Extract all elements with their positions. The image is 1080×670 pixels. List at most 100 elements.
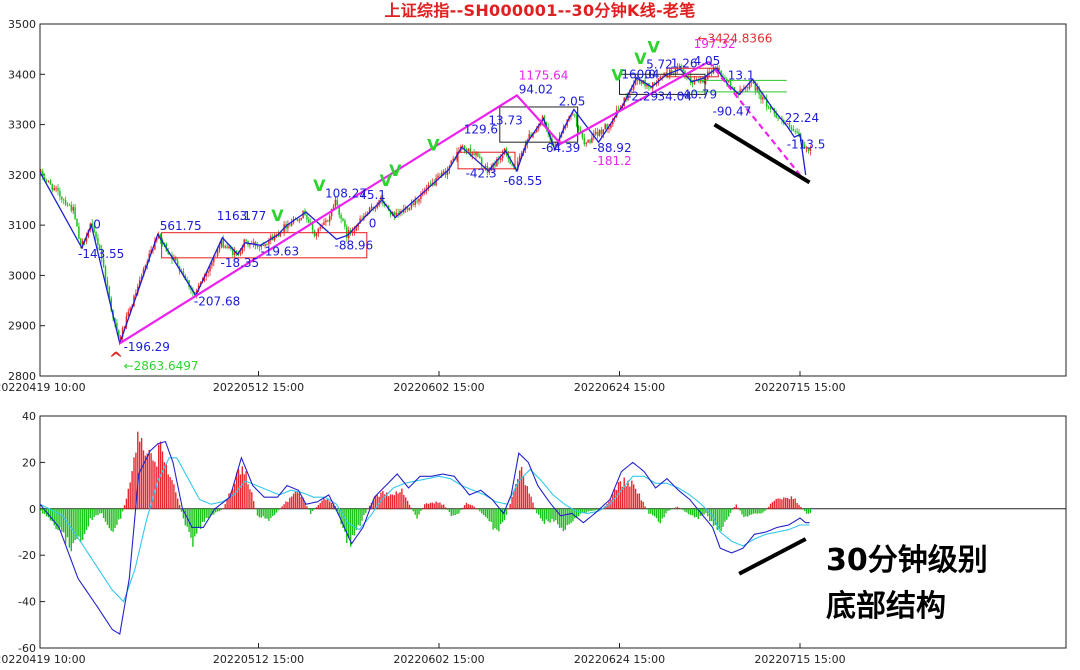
macd-bar — [139, 441, 141, 509]
candle-body — [433, 183, 435, 186]
price-xtick-label: 20220419 10:00 — [0, 381, 86, 394]
candle-body — [691, 82, 694, 84]
macd-bar — [807, 508, 810, 514]
price-ytick-label: 3200 — [8, 169, 36, 182]
macd-bar — [741, 508, 743, 515]
candle-body — [262, 244, 264, 246]
macd-bar — [406, 500, 409, 509]
macd-bar — [414, 508, 416, 515]
candle-body — [473, 153, 475, 156]
candle-body — [520, 153, 523, 157]
stroke-value-label: 13.1 — [728, 68, 755, 82]
candle-body — [501, 154, 504, 159]
candle-body — [750, 82, 753, 84]
macd-bar — [222, 508, 224, 510]
candle-body — [119, 336, 122, 340]
stroke-value-label: -196.29 — [124, 340, 170, 354]
candle-body — [446, 169, 449, 175]
candle-body — [441, 172, 443, 176]
macd-bar — [724, 508, 726, 522]
macd-bar — [558, 508, 561, 528]
candle-body — [805, 148, 808, 149]
candle-body — [760, 94, 762, 100]
macd-bar — [583, 508, 585, 514]
stroke-value-label: 13.73 — [488, 114, 522, 128]
macd-bar — [83, 508, 86, 534]
macd-bar — [399, 492, 401, 509]
stroke-value-label: -68.55 — [504, 174, 543, 188]
candle-body — [596, 131, 599, 136]
macd-bar — [536, 508, 538, 514]
candle-body — [203, 276, 206, 282]
macd-bar — [665, 508, 667, 514]
candle-body — [420, 194, 422, 199]
macd-bar — [634, 488, 637, 509]
macd-bar — [779, 498, 781, 509]
macd-bar — [264, 508, 266, 519]
macd-bar — [142, 450, 145, 509]
candle-body — [323, 222, 325, 226]
candle-body — [108, 286, 111, 299]
macd-xtick-label: 20220512 15:00 — [213, 653, 304, 666]
note-line-1: 30分钟级别 — [826, 543, 988, 578]
macd-bar — [754, 508, 756, 514]
price-ytick-label: 3300 — [8, 119, 36, 132]
candle-body — [287, 224, 289, 229]
candle-body — [752, 81, 755, 83]
macd-bar — [241, 466, 243, 509]
price-ytick-label: 3400 — [8, 68, 36, 81]
candle-body — [429, 184, 432, 186]
candle-body — [555, 144, 557, 147]
macd-ytick-label: -20 — [18, 549, 36, 562]
macd-bar — [450, 508, 452, 517]
macd-bar — [177, 498, 179, 509]
candle-body — [537, 125, 540, 129]
macd-bar — [701, 508, 703, 517]
stroke-value-label: 3.77 — [240, 209, 267, 223]
macd-bar — [448, 508, 451, 513]
macd-bar — [254, 508, 257, 509]
bi-stroke-line — [39, 67, 807, 346]
candle-body — [765, 98, 768, 107]
macd-bar — [182, 508, 185, 519]
macd-bar — [581, 508, 584, 513]
candle-body — [699, 80, 701, 82]
candle-body — [245, 239, 247, 242]
macd-bar — [55, 508, 57, 529]
macd-bar — [106, 508, 109, 525]
macd-bar — [648, 508, 650, 514]
macd-bar — [258, 508, 261, 518]
macd-bar — [247, 484, 249, 509]
candle-body — [68, 204, 71, 206]
macd-bar — [805, 508, 808, 514]
candle-body — [496, 158, 498, 167]
candle-body — [575, 115, 578, 127]
candle-body — [85, 237, 88, 242]
macd-bar — [275, 508, 278, 513]
candle-body — [214, 255, 217, 257]
candle-body — [632, 84, 635, 90]
candle-body — [121, 327, 124, 337]
candle-body — [412, 203, 415, 205]
macd-bar — [340, 508, 342, 525]
candle-body — [718, 68, 720, 71]
macd-bar — [376, 494, 378, 509]
macd-bar — [433, 503, 435, 509]
macd-ytick-label: 20 — [22, 456, 36, 469]
macd-bar — [678, 507, 680, 509]
macd-bar — [256, 508, 259, 516]
stroke-value-label: 0 — [369, 217, 377, 231]
candle-body — [62, 199, 65, 201]
macd-bar — [720, 508, 722, 532]
macd-bar — [351, 508, 354, 536]
candle-body — [589, 139, 591, 143]
candle-body — [475, 152, 477, 156]
candle-body — [40, 171, 42, 173]
macd-bar — [374, 496, 376, 509]
macd-bar — [355, 508, 357, 531]
macd-bar — [80, 508, 82, 542]
candle-body — [99, 245, 101, 249]
candle-body — [256, 245, 259, 247]
candle-body — [336, 199, 339, 206]
macd-bar — [410, 507, 413, 509]
